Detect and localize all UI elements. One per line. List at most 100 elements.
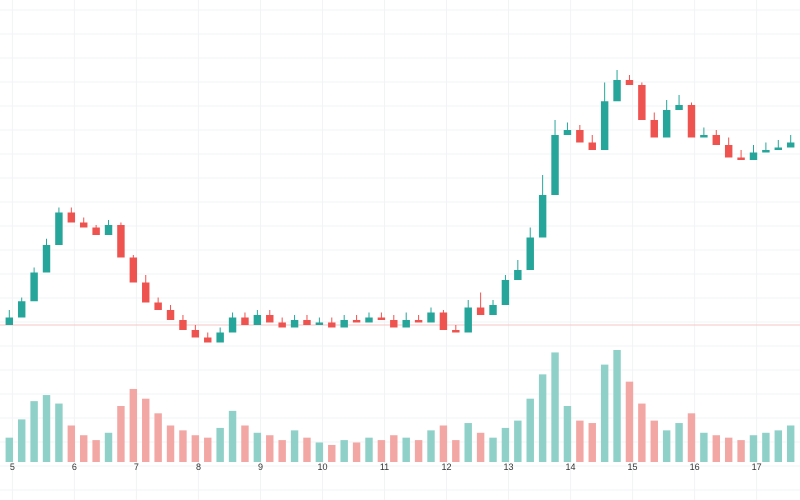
candle-body bbox=[30, 272, 38, 302]
volume-bar bbox=[551, 352, 559, 462]
candle-body bbox=[67, 212, 76, 223]
volume-bar bbox=[179, 430, 187, 462]
volume-bar bbox=[92, 440, 100, 462]
volume-bar bbox=[439, 425, 448, 462]
candle-body bbox=[142, 282, 150, 303]
x-tick-label: 17 bbox=[752, 462, 762, 472]
candle-body bbox=[241, 317, 249, 325]
volume-bar bbox=[290, 430, 299, 462]
volume-bar bbox=[489, 437, 497, 462]
volume-bar bbox=[452, 440, 460, 462]
volume-bar bbox=[129, 388, 138, 462]
volume-bar bbox=[340, 440, 348, 462]
x-tick-label: 15 bbox=[628, 462, 638, 472]
candle-body bbox=[774, 147, 783, 150]
x-tick-label: 10 bbox=[317, 462, 327, 472]
volume-bar bbox=[526, 398, 534, 462]
volume-bar bbox=[774, 430, 783, 462]
volume-bar bbox=[700, 432, 708, 462]
candle-body bbox=[266, 315, 274, 323]
candle-body bbox=[117, 225, 125, 258]
x-tick-label: 6 bbox=[72, 462, 77, 472]
volume-bar bbox=[402, 437, 410, 462]
candle-body bbox=[576, 130, 584, 143]
x-tick-label: 12 bbox=[442, 462, 452, 472]
candle-body bbox=[104, 225, 113, 235]
candle-body bbox=[588, 142, 596, 150]
volume-bar bbox=[538, 374, 547, 462]
candle-body bbox=[551, 135, 559, 195]
candle-body bbox=[228, 317, 237, 333]
volume-bar bbox=[204, 437, 212, 462]
volume-bar bbox=[80, 435, 88, 462]
candle-body bbox=[80, 222, 88, 228]
volume-bar bbox=[228, 410, 237, 462]
candle-body bbox=[179, 320, 187, 330]
volume-bar bbox=[650, 420, 658, 462]
volume-bar bbox=[303, 437, 311, 462]
candle-body bbox=[489, 305, 497, 315]
candle-body bbox=[737, 157, 745, 160]
candle-body bbox=[352, 320, 361, 323]
volume-bar bbox=[241, 425, 249, 462]
candle-body bbox=[724, 145, 733, 158]
candle-body bbox=[166, 310, 175, 320]
volume-bar bbox=[724, 437, 733, 462]
volume-bar bbox=[501, 427, 510, 462]
candle-body bbox=[687, 105, 696, 138]
volume-bar bbox=[142, 398, 150, 462]
volume-bar bbox=[576, 420, 584, 462]
volume-bars bbox=[5, 350, 795, 462]
candle-body bbox=[55, 212, 63, 245]
volume-bar bbox=[749, 435, 758, 462]
volume-bar bbox=[17, 419, 26, 462]
candle-body bbox=[278, 322, 286, 328]
candle-body bbox=[204, 337, 212, 343]
volume-bar bbox=[675, 423, 683, 462]
candle-body bbox=[253, 315, 262, 325]
candle-body bbox=[154, 302, 162, 310]
candle-body bbox=[662, 110, 671, 138]
candle-body bbox=[42, 245, 51, 273]
volume-bar bbox=[414, 440, 423, 462]
candle-body bbox=[402, 320, 410, 328]
candle-body bbox=[563, 130, 572, 135]
candle-body bbox=[129, 257, 138, 283]
candle-body bbox=[501, 280, 510, 305]
volume-bar bbox=[476, 432, 485, 462]
candle-body bbox=[315, 322, 324, 325]
volume-bar bbox=[464, 423, 472, 462]
volume-bar bbox=[377, 440, 386, 462]
candle-body bbox=[17, 301, 26, 318]
x-axis-ticks: 5 6 7 8 9 10 11 12 13 14 15 16 17 bbox=[10, 462, 762, 472]
x-tick-label: 14 bbox=[566, 462, 576, 472]
candle-body bbox=[439, 312, 448, 330]
candle-body bbox=[340, 320, 348, 328]
volume-bar bbox=[600, 364, 609, 462]
volume-bar bbox=[166, 425, 175, 462]
candle-body bbox=[365, 317, 373, 323]
candle-body bbox=[538, 195, 547, 238]
candle-body bbox=[390, 320, 398, 328]
volume-bar bbox=[613, 350, 621, 462]
candle-body bbox=[92, 227, 100, 235]
volume-bar bbox=[117, 406, 125, 462]
x-tick-label: 9 bbox=[258, 462, 263, 472]
candle-body bbox=[377, 317, 386, 320]
volume-bar bbox=[737, 440, 745, 462]
x-tick-label: 11 bbox=[380, 462, 389, 472]
volume-bar bbox=[154, 413, 162, 462]
volume-bar bbox=[278, 440, 286, 462]
volume-bar bbox=[266, 435, 274, 462]
volume-bar bbox=[104, 432, 113, 462]
volume-bar bbox=[687, 413, 696, 462]
volume-bar bbox=[588, 423, 596, 462]
volume-bar bbox=[786, 425, 795, 462]
volume-bar bbox=[365, 437, 373, 462]
volume-bar bbox=[638, 403, 646, 462]
volume-bar bbox=[514, 420, 522, 462]
volume-bar bbox=[563, 406, 572, 462]
candle-body bbox=[303, 320, 311, 325]
candle-body bbox=[613, 80, 621, 102]
candle-body bbox=[414, 320, 423, 323]
